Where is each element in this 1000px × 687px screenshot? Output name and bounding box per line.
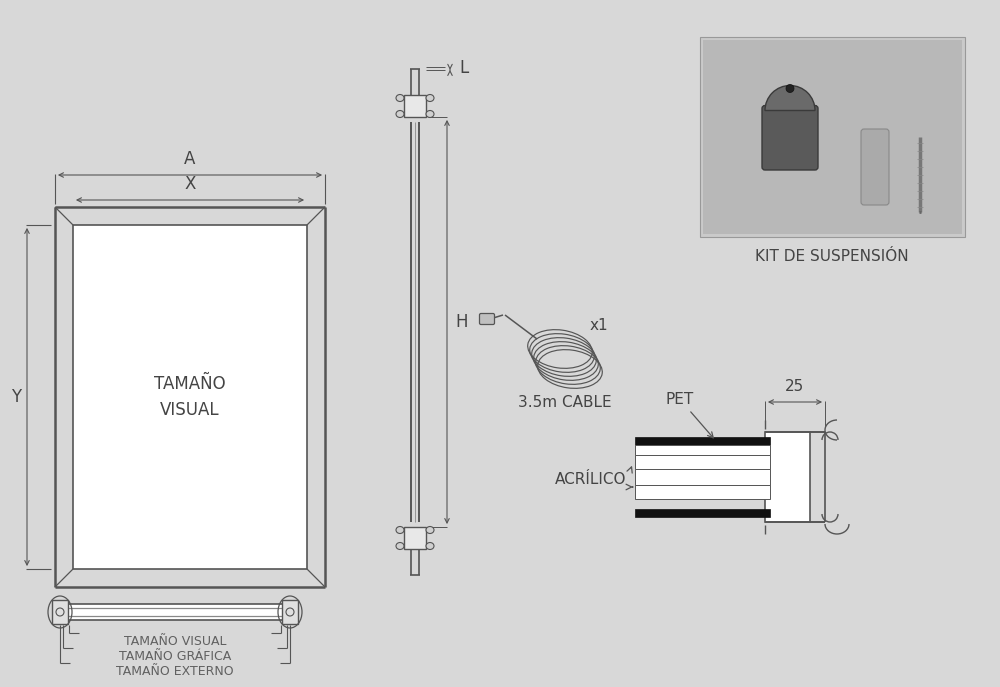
Bar (635, 445, 770, 455)
Text: 25: 25 (785, 379, 805, 394)
Ellipse shape (396, 111, 404, 117)
Text: Y: Y (11, 388, 21, 406)
Text: A: A (184, 150, 196, 168)
Bar (765, 432, 810, 522)
Text: ACRÍLICO: ACRÍLICO (555, 471, 626, 486)
Bar (635, 485, 770, 499)
Bar (700, 37, 965, 237)
Bar (404, 95, 426, 117)
Bar (703, 40, 962, 234)
Ellipse shape (426, 526, 434, 534)
Ellipse shape (396, 95, 404, 102)
Bar (635, 437, 770, 445)
Bar (73, 225, 307, 569)
Text: X: X (184, 175, 196, 193)
FancyBboxPatch shape (480, 313, 494, 324)
Bar (282, 600, 298, 624)
FancyBboxPatch shape (762, 106, 818, 170)
Bar (635, 509, 770, 517)
Wedge shape (765, 85, 815, 111)
Text: 3.5m CABLE: 3.5m CABLE (518, 395, 612, 410)
Ellipse shape (426, 543, 434, 550)
Bar (635, 469, 770, 485)
Text: TAMAÑO
VISUAL: TAMAÑO VISUAL (154, 375, 226, 419)
Bar (635, 455, 770, 469)
Bar (60, 604, 290, 620)
Text: PET: PET (666, 392, 713, 438)
FancyBboxPatch shape (861, 129, 889, 205)
Ellipse shape (426, 95, 434, 102)
Circle shape (786, 85, 794, 93)
Ellipse shape (426, 111, 434, 117)
Ellipse shape (396, 543, 404, 550)
Text: TAMAÑO GRÁFICA: TAMAÑO GRÁFICA (119, 650, 231, 663)
Text: TAMAÑO VISUAL: TAMAÑO VISUAL (124, 635, 226, 648)
Text: KIT DE SUSPENSIÓN: KIT DE SUSPENSIÓN (755, 249, 909, 264)
Text: TAMAÑO EXTERNO: TAMAÑO EXTERNO (116, 665, 234, 678)
Text: H: H (455, 313, 468, 331)
Ellipse shape (396, 526, 404, 534)
Bar (404, 527, 426, 549)
Bar (52, 600, 68, 624)
Text: x1: x1 (590, 317, 609, 333)
Text: L: L (459, 59, 468, 77)
